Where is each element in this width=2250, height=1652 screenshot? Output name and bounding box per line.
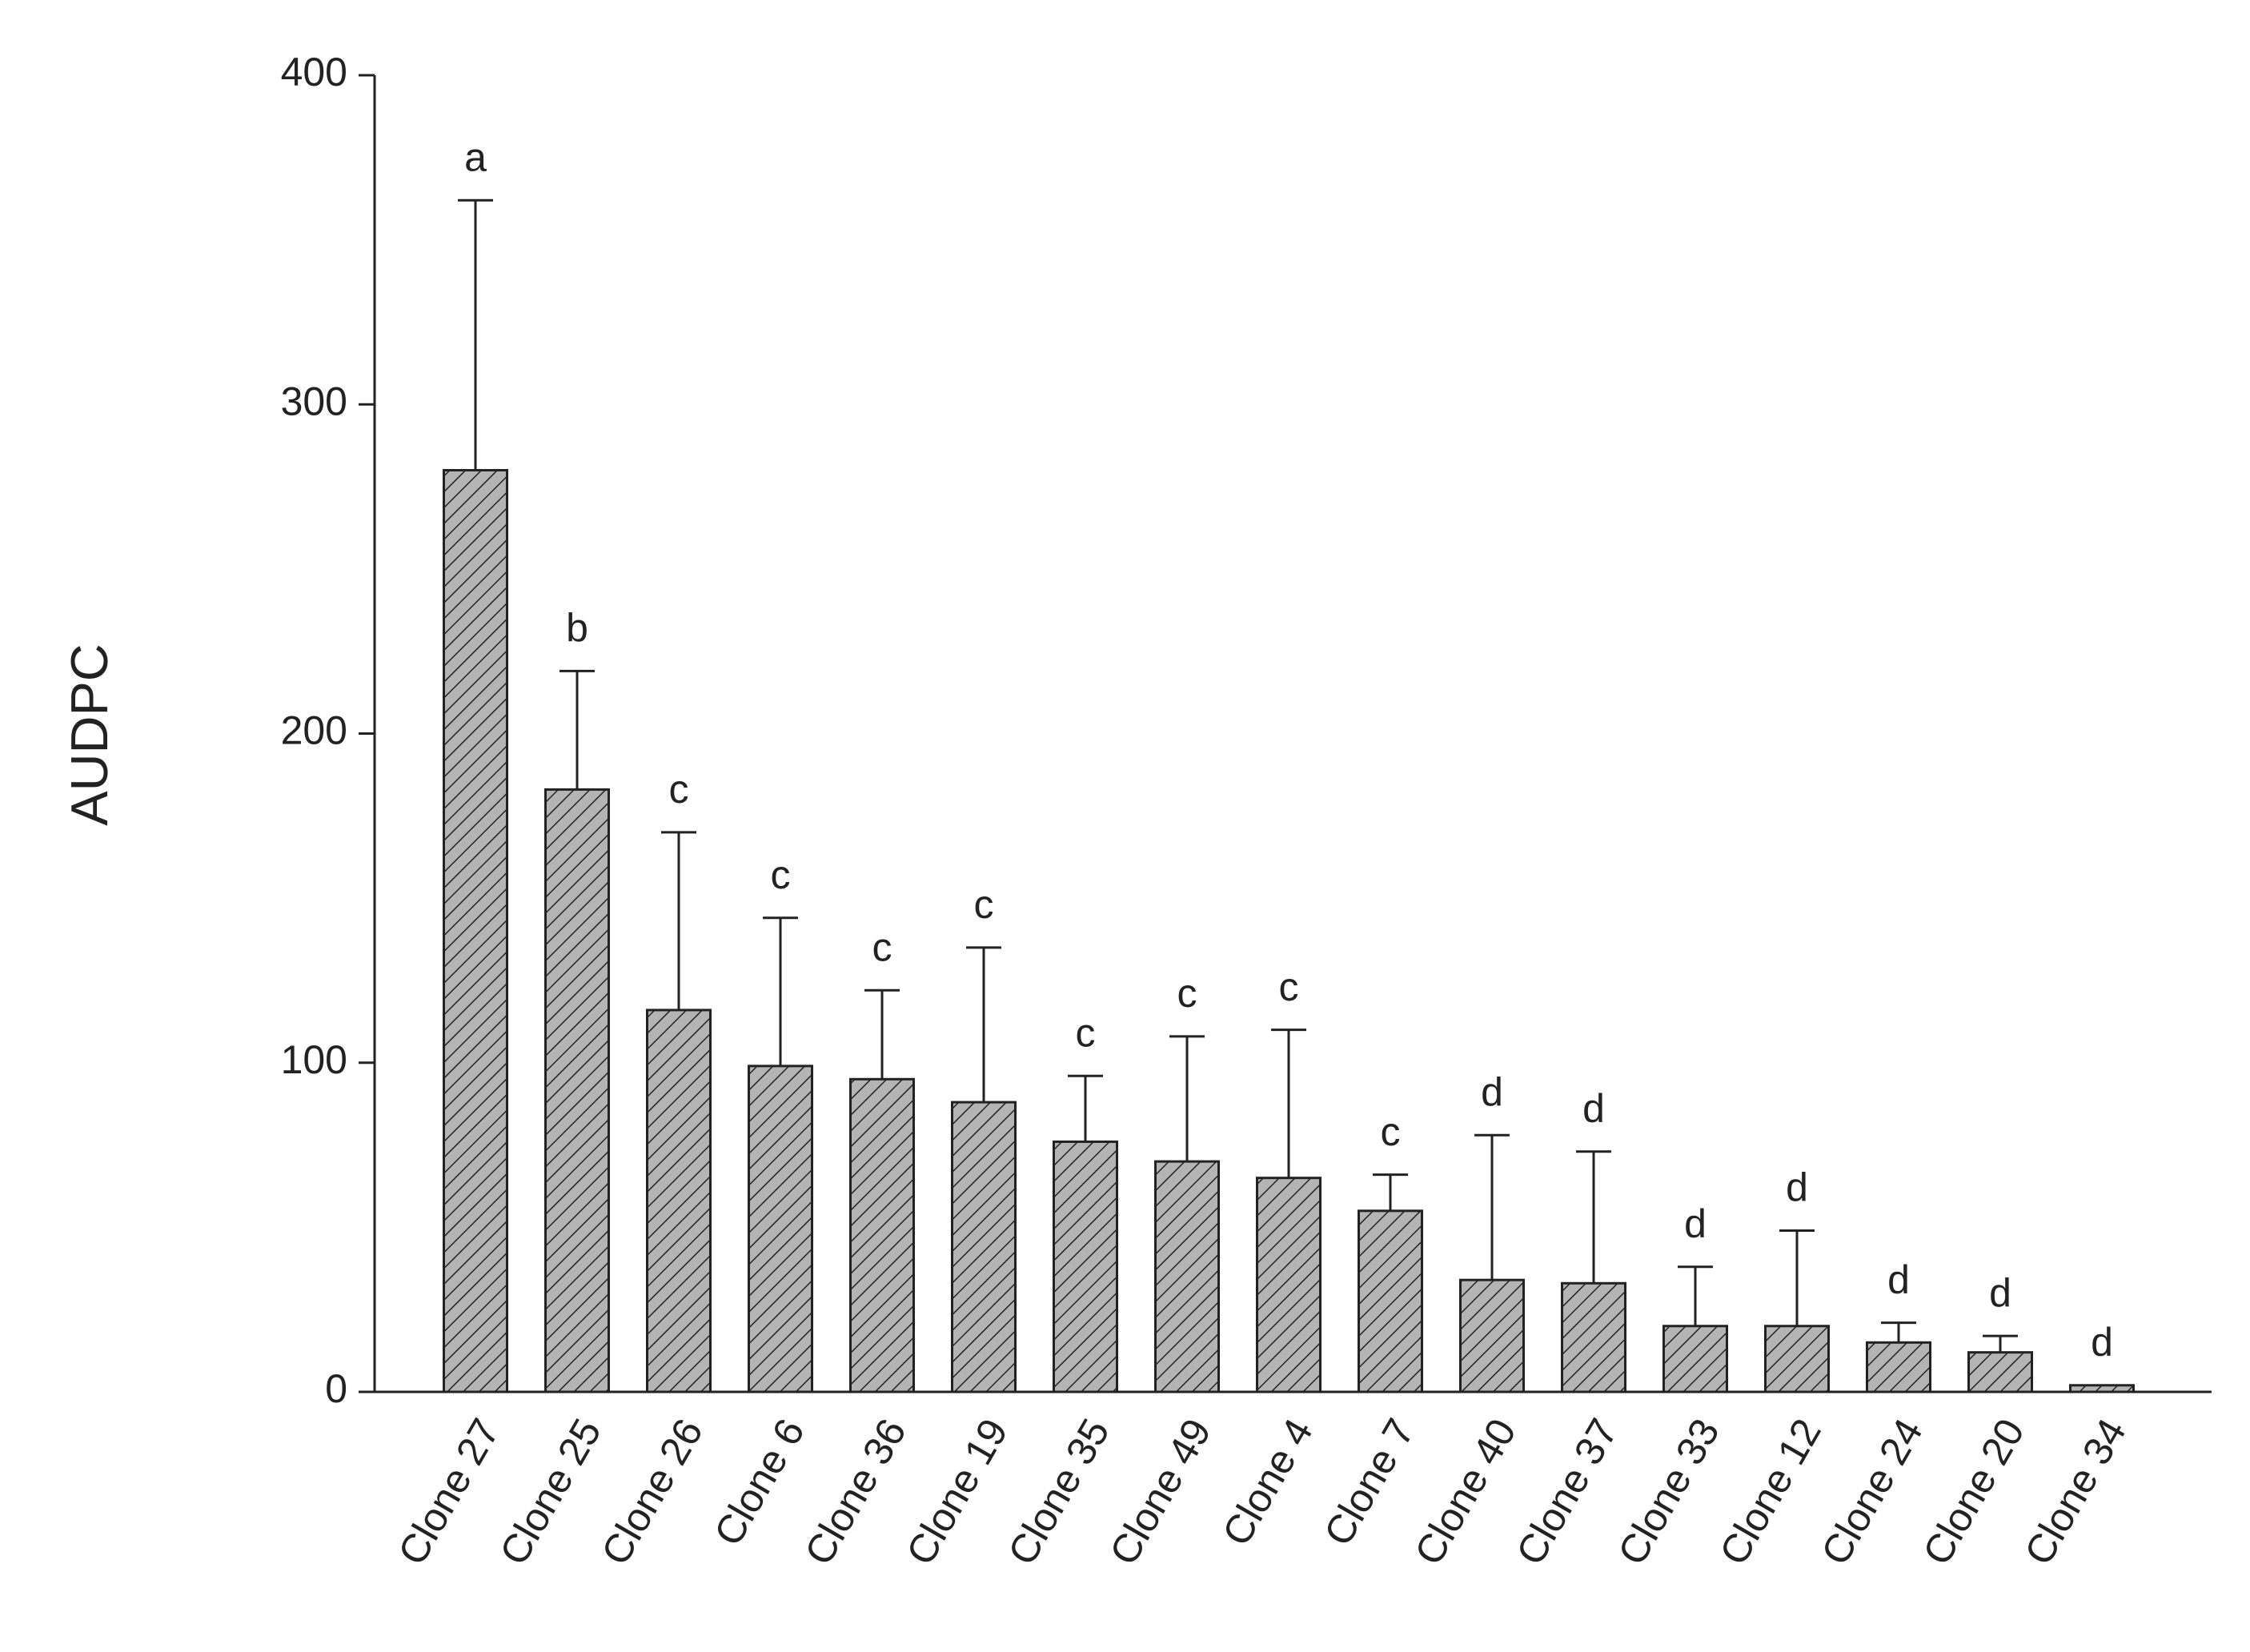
- significance-letter: c: [771, 852, 791, 897]
- x-tick-label: Clone 12: [1711, 1411, 1830, 1572]
- significance-letter: b: [566, 606, 588, 651]
- bar-hatch: [1459, 1278, 1525, 1393]
- bar-hatch: [1764, 1325, 1830, 1393]
- bar-hatch: [1561, 1281, 1626, 1393]
- x-tick-label: Clone 6: [705, 1411, 813, 1553]
- x-tick-label: Clone 35: [999, 1411, 1118, 1572]
- bar-hatch: [748, 1065, 813, 1393]
- significance-letter: d: [2091, 1320, 2113, 1365]
- significance-letter: c: [974, 882, 994, 927]
- significance-letter: d: [1887, 1257, 1910, 1302]
- bar-hatch: [1662, 1325, 1728, 1393]
- bar-hatch: [1358, 1209, 1423, 1393]
- significance-letter: d: [1989, 1270, 2011, 1315]
- significance-letter: a: [464, 134, 487, 179]
- bar-hatch: [1256, 1177, 1322, 1393]
- x-tick-label: Clone 37: [1507, 1411, 1626, 1572]
- bar-hatch: [1866, 1341, 1931, 1393]
- significance-letter: d: [1786, 1165, 1808, 1210]
- x-tick-label: Clone 24: [1812, 1411, 1931, 1572]
- x-tick-label: Clone 33: [1609, 1411, 1728, 1572]
- significance-letter: d: [1481, 1069, 1503, 1114]
- significance-letter: c: [1279, 964, 1299, 1009]
- significance-letter: c: [669, 767, 689, 812]
- x-tick-label: Clone 36: [796, 1411, 915, 1572]
- x-tick-label: Clone 25: [491, 1411, 610, 1572]
- bar-hatch: [544, 788, 610, 1393]
- bar-hatch: [2069, 1384, 2135, 1393]
- x-tick-label: Clone 4: [1213, 1411, 1322, 1553]
- x-tick-label: Clone 34: [2015, 1411, 2135, 1572]
- x-tick-label: Clone 26: [592, 1411, 712, 1572]
- significance-letter: c: [1381, 1109, 1401, 1154]
- significance-letter: d: [1582, 1086, 1605, 1131]
- x-tick-label: Clone 19: [897, 1411, 1017, 1572]
- bar-hatch: [849, 1077, 915, 1393]
- bar-hatch: [1967, 1351, 2033, 1393]
- significance-letter: c: [1076, 1010, 1096, 1055]
- x-tick-label: Clone 27: [389, 1411, 508, 1572]
- bar-hatch: [1154, 1160, 1220, 1393]
- bar-hatch: [951, 1101, 1017, 1393]
- significance-letter: c: [872, 924, 892, 969]
- bar-hatch: [646, 1008, 712, 1393]
- y-axis-label: AUDPC: [60, 644, 118, 826]
- x-tick-label: Clone 20: [1914, 1411, 2033, 1572]
- x-tick-label: Clone 7: [1315, 1411, 1423, 1553]
- y-tick-label: 0: [325, 1366, 347, 1411]
- significance-letter: c: [1177, 971, 1197, 1016]
- y-tick-label: 300: [281, 379, 347, 423]
- y-tick-label: 400: [281, 50, 347, 94]
- bar-hatch: [443, 469, 508, 1393]
- y-tick-label: 200: [281, 708, 347, 753]
- significance-letter: d: [1684, 1201, 1707, 1246]
- x-tick-label: Clone 40: [1406, 1411, 1525, 1572]
- y-tick-label: 100: [281, 1037, 347, 1082]
- bar-hatch: [1053, 1140, 1118, 1393]
- x-tick-label: Clone 49: [1101, 1411, 1220, 1572]
